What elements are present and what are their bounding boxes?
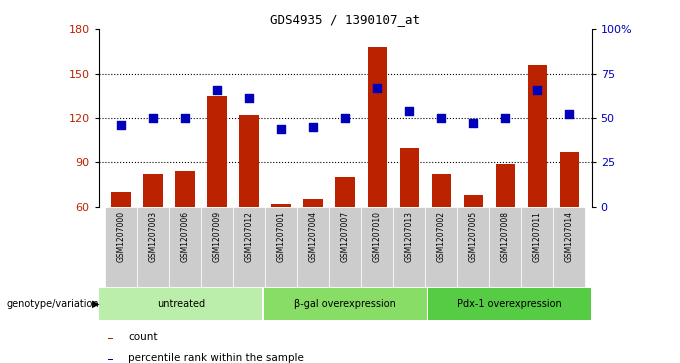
Point	[468, 121, 479, 126]
Bar	[239, 115, 258, 207]
Text: GSM1207013: GSM1207013	[405, 211, 413, 262]
Text: GSM1207006: GSM1207006	[180, 211, 190, 262]
Bar	[265, 207, 297, 287]
Point	[148, 115, 158, 121]
Bar	[108, 338, 113, 339]
Text: untreated: untreated	[156, 299, 205, 309]
Point	[436, 115, 447, 121]
Text: ▶: ▶	[92, 299, 99, 309]
Point	[404, 108, 415, 114]
Text: GSM1207010: GSM1207010	[373, 211, 381, 262]
Bar	[99, 289, 262, 319]
Bar	[464, 195, 483, 207]
Bar	[400, 148, 419, 207]
Bar	[489, 207, 521, 287]
Text: GSM1207007: GSM1207007	[341, 211, 350, 262]
Point	[180, 115, 190, 121]
Bar	[175, 171, 194, 207]
Bar	[361, 207, 393, 287]
Point	[116, 122, 126, 128]
Text: GSM1207008: GSM1207008	[500, 211, 510, 262]
Text: GSM1207012: GSM1207012	[245, 211, 254, 262]
Text: GSM1207004: GSM1207004	[309, 211, 318, 262]
Point	[307, 124, 318, 130]
Text: GSM1207009: GSM1207009	[213, 211, 222, 262]
Bar	[207, 96, 226, 207]
Point	[243, 95, 254, 101]
Bar	[264, 289, 426, 319]
Bar	[367, 47, 387, 207]
Text: genotype/variation: genotype/variation	[7, 299, 99, 309]
Point	[211, 87, 222, 93]
Bar	[108, 359, 113, 360]
Text: GSM1207005: GSM1207005	[469, 211, 477, 262]
Bar	[303, 200, 323, 207]
Bar	[271, 204, 290, 207]
Bar	[457, 207, 489, 287]
Title: GDS4935 / 1390107_at: GDS4935 / 1390107_at	[270, 13, 420, 26]
Bar	[201, 207, 233, 287]
Text: count: count	[128, 332, 158, 342]
Bar	[329, 207, 361, 287]
Bar	[112, 192, 131, 207]
Text: GSM1207000: GSM1207000	[116, 211, 126, 262]
Bar	[169, 207, 201, 287]
Bar	[137, 207, 169, 287]
Point	[275, 126, 286, 131]
Bar	[496, 164, 515, 207]
Point	[340, 115, 351, 121]
Bar	[560, 152, 579, 207]
Bar	[428, 289, 591, 319]
Bar	[105, 207, 137, 287]
Bar	[393, 207, 425, 287]
Text: Pdx-1 overexpression: Pdx-1 overexpression	[457, 299, 562, 309]
Bar	[432, 174, 451, 207]
Bar	[233, 207, 265, 287]
Bar	[521, 207, 554, 287]
Point	[532, 87, 543, 93]
Point	[372, 85, 383, 91]
Bar	[425, 207, 457, 287]
Text: GSM1207011: GSM1207011	[532, 211, 542, 262]
Bar	[554, 207, 585, 287]
Text: percentile rank within the sample: percentile rank within the sample	[128, 352, 304, 363]
Bar	[528, 65, 547, 207]
Text: GSM1207003: GSM1207003	[148, 211, 158, 262]
Text: β-gal overexpression: β-gal overexpression	[294, 299, 396, 309]
Point	[500, 115, 511, 121]
Point	[564, 111, 575, 117]
Bar	[143, 174, 163, 207]
Text: GSM1207002: GSM1207002	[437, 211, 445, 262]
Bar	[297, 207, 329, 287]
Text: GSM1207014: GSM1207014	[564, 211, 574, 262]
Bar	[335, 177, 355, 207]
Text: GSM1207001: GSM1207001	[277, 211, 286, 262]
